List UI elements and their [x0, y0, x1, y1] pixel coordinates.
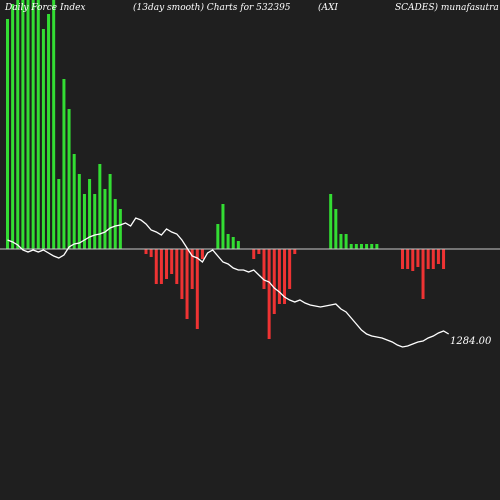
- negative-bar: [185, 249, 189, 319]
- positive-bar: [375, 244, 379, 249]
- positive-bar: [221, 204, 225, 249]
- header-left: Daily Force Index: [4, 3, 86, 13]
- negative-bar: [200, 249, 204, 259]
- positive-bar: [72, 154, 76, 249]
- negative-bar: [442, 249, 446, 269]
- negative-bar: [272, 249, 276, 314]
- positive-bar: [118, 209, 122, 249]
- negative-bar: [431, 249, 435, 269]
- positive-bar: [21, 0, 25, 249]
- positive-bar: [236, 241, 240, 249]
- negative-bar: [426, 249, 430, 269]
- negative-bar: [416, 249, 420, 267]
- negative-bar: [195, 249, 199, 329]
- negative-bar: [406, 249, 410, 269]
- negative-bar: [257, 249, 261, 254]
- negative-bar: [175, 249, 179, 284]
- negative-bar: [293, 249, 297, 254]
- positive-bar: [231, 237, 235, 249]
- positive-bar: [339, 234, 343, 249]
- positive-bar: [6, 19, 9, 249]
- negative-bar: [154, 249, 158, 284]
- positive-bar: [113, 199, 117, 249]
- positive-bar: [216, 224, 220, 249]
- positive-bar: [36, 0, 40, 249]
- positive-bar: [82, 194, 86, 249]
- negative-bar: [283, 249, 287, 304]
- positive-bar: [52, 0, 56, 249]
- positive-bar: [370, 244, 374, 249]
- negative-bar: [180, 249, 184, 299]
- negative-bar: [401, 249, 405, 269]
- negative-bar: [190, 249, 194, 289]
- negative-bar: [288, 249, 292, 289]
- positive-bar: [98, 164, 102, 249]
- price-line: [7, 217, 450, 348]
- negative-bar: [277, 249, 281, 304]
- negative-bar: [165, 249, 169, 279]
- positive-bar: [67, 109, 71, 249]
- positive-bar: [26, 0, 30, 249]
- positive-bar: [16, 0, 20, 249]
- negative-bar: [159, 249, 163, 284]
- negative-bar: [436, 249, 440, 264]
- positive-bar: [329, 194, 333, 249]
- positive-bar: [47, 14, 51, 249]
- negative-bar: [262, 249, 266, 289]
- positive-bar: [31, 0, 35, 249]
- positive-bar: [334, 209, 338, 249]
- positive-bar: [108, 174, 112, 249]
- positive-bar: [11, 4, 15, 249]
- positive-bar: [344, 234, 348, 249]
- negative-bar: [411, 249, 415, 271]
- bars-group: [6, 0, 446, 339]
- positive-bar: [41, 29, 45, 249]
- positive-bar: [226, 234, 230, 249]
- negative-bar: [144, 249, 148, 254]
- negative-bar: [170, 249, 174, 274]
- header-right-b: SCADES) munafasutra: [395, 2, 499, 13]
- negative-bar: [252, 249, 256, 259]
- positive-bar: [354, 244, 358, 249]
- header-middle: (13day smooth) Charts for 532395: [133, 2, 291, 13]
- header-right-a: (AXI: [318, 2, 338, 13]
- positive-bar: [93, 194, 97, 249]
- positive-bar: [359, 244, 363, 249]
- positive-bar: [88, 179, 92, 249]
- negative-bar: [267, 249, 271, 339]
- positive-bar: [365, 244, 369, 249]
- positive-bar: [103, 189, 107, 249]
- negative-bar: [421, 249, 425, 299]
- last-price-label: 1284.00: [450, 336, 492, 347]
- positive-bar: [57, 179, 61, 249]
- positive-bar: [77, 174, 81, 249]
- negative-bar: [149, 249, 153, 257]
- positive-bar: [62, 79, 66, 249]
- positive-bar: [349, 244, 353, 249]
